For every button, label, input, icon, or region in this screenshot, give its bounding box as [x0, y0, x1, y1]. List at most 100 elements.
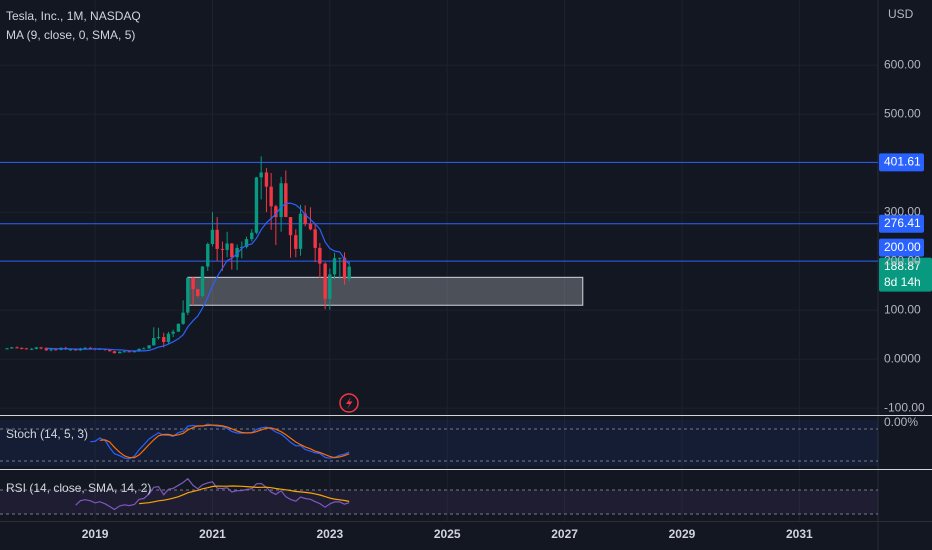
candle-body — [186, 277, 190, 313]
candle-body — [39, 347, 43, 349]
y-tick-label: -100.00 — [884, 400, 925, 414]
candle-body — [132, 351, 137, 353]
candle-body — [108, 349, 112, 352]
candle-body — [308, 223, 313, 230]
candle-body — [235, 247, 239, 258]
candle-body — [215, 229, 219, 249]
x-tick-label: 2023 — [316, 527, 343, 541]
price-tags: 188.87 8d 14h 401.61 276.41 200.00 — [879, 153, 932, 292]
candle-body — [244, 239, 249, 247]
candle-body — [196, 289, 200, 296]
candle-body — [318, 247, 322, 264]
candle-body — [74, 349, 78, 351]
ma-line — [46, 202, 350, 352]
y-tick-label: 500.00 — [884, 106, 921, 120]
candle-body — [29, 348, 34, 350]
candle-body — [44, 347, 49, 351]
candle-body — [220, 248, 225, 250]
candle-body — [225, 243, 229, 250]
candle-body — [142, 348, 146, 350]
candle-body — [274, 206, 278, 218]
plot — [0, 156, 878, 511]
price-tag — [879, 153, 924, 172]
candle-body — [210, 229, 215, 245]
candle-body — [230, 243, 234, 258]
candle-body — [298, 213, 303, 249]
price-tag-label: 276.41 — [884, 216, 921, 230]
candle-body — [147, 345, 151, 349]
x-tick-label: 2025 — [434, 527, 461, 541]
x-tick-label: 2027 — [551, 527, 578, 541]
symbol-title: Tesla, Inc., 1M, NASDAQ — [6, 9, 141, 23]
candle-body — [303, 213, 307, 224]
candle-body — [313, 229, 317, 248]
candle-body — [240, 246, 244, 248]
stoch-axis-label: 0.00% — [884, 415, 918, 429]
rsi-ma-line — [139, 485, 350, 505]
candle-body — [127, 351, 131, 353]
last-price: 188.87 — [884, 259, 921, 273]
candle-body — [259, 172, 263, 178]
stoch-k-line — [90, 423, 350, 460]
candle-body — [294, 235, 298, 249]
candle-body — [34, 347, 39, 349]
candle-body — [191, 277, 195, 290]
candle-body — [137, 348, 141, 352]
rsi-band — [0, 490, 878, 514]
last-price-tag — [879, 257, 932, 292]
candle-body — [162, 337, 166, 342]
candle-body — [269, 186, 273, 207]
currency: USD — [888, 7, 914, 21]
candle-body — [254, 177, 259, 233]
candle-body — [112, 351, 117, 354]
countdown: 8d 14h — [884, 275, 921, 289]
candle-body — [338, 257, 342, 259]
candle-body — [156, 337, 161, 339]
x-tick-label: 2019 — [82, 527, 109, 541]
candle-body — [323, 263, 327, 299]
candle-body — [332, 258, 337, 275]
candle-body — [347, 266, 351, 279]
candle-body — [288, 217, 293, 236]
candle-body — [54, 349, 58, 351]
candle-body — [181, 312, 185, 324]
y-tick-label: 100.00 — [884, 302, 921, 316]
candle-body — [118, 351, 122, 354]
candle-body — [342, 257, 347, 279]
candle-body — [279, 183, 283, 218]
x-tick-label: 2031 — [786, 527, 813, 541]
y-tick-label: 0.0000 — [884, 351, 921, 365]
candle-body — [328, 274, 332, 299]
candle-body — [122, 351, 127, 353]
candle-body — [152, 338, 156, 346]
price-tag — [879, 238, 924, 257]
price-tag-label: 200.00 — [884, 240, 921, 254]
ma-legend: MA (9, close, 0, SMA, 5) — [6, 28, 135, 42]
stoch-legend: Stoch (14, 5, 3) — [6, 427, 88, 441]
alert-icon[interactable] — [339, 393, 359, 413]
rsi-line — [75, 477, 350, 511]
zone — [187, 276, 584, 306]
rsi-legend: RSI (14, close, SMA, 14, 2) — [6, 481, 151, 495]
candle-body — [166, 333, 171, 342]
y-tick-label: 600.00 — [884, 57, 921, 71]
candle-body — [15, 347, 19, 349]
candle-body — [10, 347, 14, 349]
candle-body — [171, 331, 175, 334]
candle-body — [176, 323, 181, 332]
x-tick-label: 2029 — [669, 527, 696, 541]
y-tick-label: 300.00 — [884, 204, 921, 218]
candle-body — [20, 347, 24, 349]
price-tag-label: 401.61 — [884, 155, 921, 169]
candle-body — [250, 232, 254, 240]
x-tick-label: 2021 — [199, 527, 226, 541]
candle-body — [24, 348, 29, 350]
y-tick-label: 200.00 — [884, 253, 921, 267]
candle-body — [264, 172, 269, 187]
candle-body — [83, 347, 87, 349]
candle-body — [200, 266, 205, 296]
candle-body — [5, 348, 9, 350]
